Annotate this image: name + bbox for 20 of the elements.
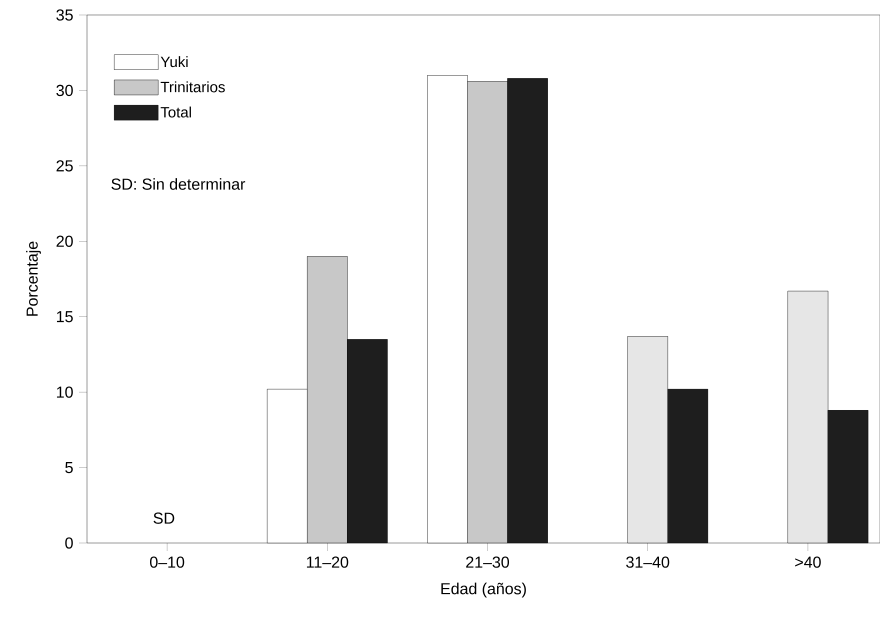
y-tick-label: 10	[56, 386, 73, 398]
y-tick-label: 25	[56, 160, 73, 172]
y-tick-label: 15	[56, 311, 73, 322]
y-tick-label: 20	[56, 236, 73, 247]
x-tick-label: 31–40	[626, 556, 670, 568]
x-tick-label: 21–30	[466, 556, 510, 568]
annotation: SD	[154, 512, 174, 524]
x-tick-label: >40	[795, 556, 821, 568]
y-tick-label: 30	[56, 84, 73, 96]
x-tick-label: 11–20	[306, 556, 348, 568]
y-axis-title: Porcentaje	[26, 242, 41, 316]
legend-label: Trinitarios	[160, 81, 225, 92]
y-tick-label: 0	[65, 537, 73, 549]
legend-label: Yuki	[160, 56, 188, 68]
x-tick-label: 0–10	[150, 556, 184, 568]
annotation: SD: Sin determinar	[111, 178, 246, 190]
x-axis-title: Edad (años)	[441, 582, 526, 598]
y-tick-label: 35	[56, 9, 73, 21]
legend-label: Total	[160, 106, 191, 118]
y-tick-label: 5	[65, 462, 73, 474]
